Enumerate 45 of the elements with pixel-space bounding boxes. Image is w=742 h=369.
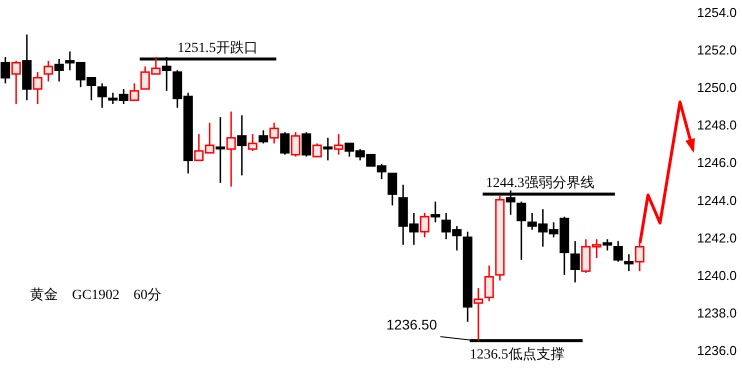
annotation: 黄金 GC1902 60分 (30, 287, 162, 303)
candlestick (97, 82, 107, 109)
candlestick (216, 116, 226, 184)
candlestick (323, 137, 333, 162)
candlestick (130, 82, 140, 102)
candlestick (44, 60, 54, 82)
y-tick-label: 1248.0 (697, 118, 737, 133)
candlestick (420, 212, 430, 238)
candlestick (474, 287, 484, 342)
candlestick (11, 60, 21, 105)
y-tick-label: 1238.0 (697, 305, 737, 320)
candlestick (0, 56, 10, 84)
y-tick-label: 1240.0 (697, 268, 737, 283)
y-tick-label: 1246.0 (697, 155, 737, 170)
y-tick-label: 1252.0 (697, 42, 737, 58)
candlestick (226, 110, 236, 188)
candlestick (54, 58, 64, 82)
candlestick (248, 133, 258, 152)
candlestick (613, 240, 623, 262)
candlestick (484, 264, 494, 302)
candlestick (334, 133, 344, 156)
candlestick (302, 131, 312, 158)
annotation: 1236.50 (386, 316, 438, 333)
candlestick (269, 122, 279, 144)
candlestick (516, 200, 526, 261)
y-tick-label: 1254.0 (697, 5, 737, 20)
ref-line-label: 1244.3强弱分界线 (486, 175, 594, 192)
y-tick-label: 1244.0 (697, 192, 737, 208)
candlestick (237, 114, 247, 176)
y-tick-label: 1250.0 (697, 80, 737, 96)
ref-line-label: 1251.5开跌口 (177, 40, 258, 56)
candlestick (624, 253, 634, 272)
candlestick (258, 130, 268, 144)
candlestick (602, 238, 612, 252)
candlestick (430, 200, 440, 224)
candlestick (312, 142, 322, 158)
candlestick (280, 131, 290, 156)
y-tick-label: 1236.0 (697, 343, 737, 358)
candlestick (634, 242, 644, 272)
candlestick (388, 172, 398, 206)
legend-label: 1236.5低点支撑 (470, 346, 564, 363)
candlestick (32, 71, 42, 105)
candlestick (290, 131, 300, 158)
candlestick (570, 240, 580, 284)
y-tick-label: 1242.0 (697, 230, 737, 246)
